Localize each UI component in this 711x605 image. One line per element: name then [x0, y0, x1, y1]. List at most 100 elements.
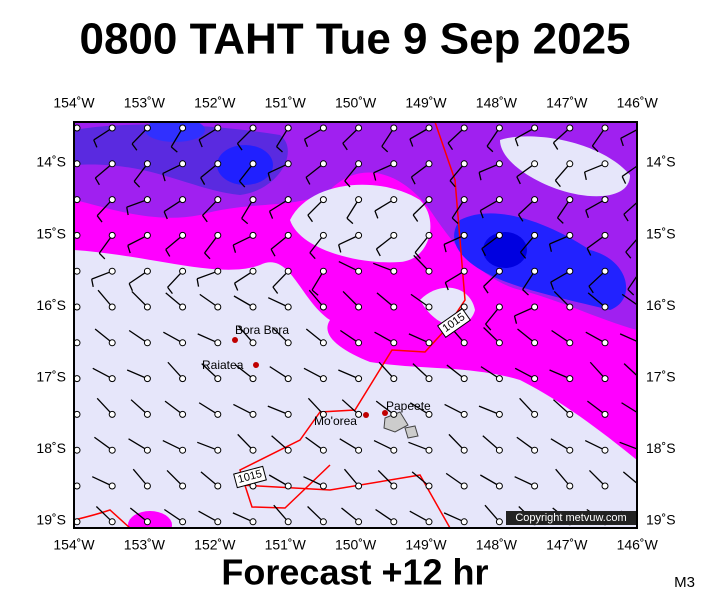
barb-flag [513, 315, 518, 324]
barb-flag [344, 180, 351, 188]
barb-station [179, 375, 187, 383]
barb-staff [483, 327, 500, 344]
barb-staff [275, 127, 289, 148]
barb-station [284, 446, 292, 454]
barb-staff [553, 399, 571, 415]
barb-station [390, 375, 398, 383]
barb-staff [480, 474, 500, 487]
barb-staff [234, 270, 254, 284]
barb-staff [170, 127, 184, 148]
barb-staff [128, 329, 148, 344]
barb-station [425, 303, 433, 311]
barb-flag [625, 251, 632, 259]
barb-flag [233, 282, 239, 291]
barb-flag [591, 145, 599, 153]
barb-staff [273, 504, 289, 523]
barb-staff [305, 436, 324, 451]
barb-flag [586, 248, 592, 256]
barb-staff [167, 270, 184, 288]
barb-staff [554, 163, 571, 181]
barb-staff [375, 400, 395, 415]
barb-station [143, 410, 151, 418]
barb-station [495, 160, 503, 168]
barb-staff [236, 127, 254, 145]
barb-staff [198, 402, 219, 415]
barb-station [390, 231, 398, 239]
lon-label-top: 154˚W [53, 95, 95, 111]
barb-station [319, 375, 327, 383]
barb-staff [269, 366, 289, 380]
barb-station [284, 410, 292, 418]
barb-staff [627, 274, 637, 290]
barb-staff [131, 290, 148, 308]
barb-station [601, 375, 609, 383]
barb-station [319, 267, 327, 275]
barb-staff [163, 199, 183, 213]
barb-staff [408, 333, 430, 344]
barb-staff [200, 163, 219, 179]
barb-staff [94, 436, 113, 451]
barb-station [390, 160, 398, 168]
barb-station [355, 160, 363, 168]
barb-staff [514, 306, 535, 317]
barb-staff [374, 331, 395, 344]
lat-label-right: 19˚S [646, 512, 676, 528]
barb-station [495, 410, 503, 418]
barb-station [284, 267, 292, 275]
barb-station [355, 375, 363, 383]
lon-label-bottom: 149˚W [405, 537, 447, 553]
barb-station [179, 124, 187, 132]
lat-label-left: 17˚S [36, 369, 66, 385]
barb-flag [270, 248, 276, 257]
copyright: Copyright metvuw.com [515, 512, 626, 524]
barb-flag [373, 172, 377, 181]
barb-station [284, 339, 292, 347]
barb-staff [451, 199, 465, 219]
barb-station [284, 124, 292, 132]
barb-staff [585, 199, 606, 211]
barb-station [460, 160, 468, 168]
barb-station [284, 482, 292, 490]
barb-staff [409, 510, 430, 523]
barb-station [601, 267, 609, 275]
barb-flag [91, 278, 94, 288]
barb-flag [375, 248, 381, 257]
barb-staff [625, 238, 637, 253]
barb-staff [586, 234, 606, 249]
barb-staff [549, 369, 571, 380]
barb-station [284, 231, 292, 239]
barb-station [601, 196, 609, 204]
lat-label-right: 15˚S [646, 225, 676, 241]
barb-station [566, 303, 574, 311]
barb-station [319, 339, 327, 347]
barb-station [249, 518, 257, 526]
lat-label-left: 14˚S [36, 154, 66, 170]
barb-station [319, 124, 327, 132]
barb-station [531, 375, 539, 383]
barb-staff [267, 163, 289, 174]
barb-station [249, 196, 257, 204]
wind-barbs [74, 124, 637, 526]
barb-staff [408, 441, 430, 451]
lon-label-bottom: 153˚W [124, 537, 166, 553]
barb-flag [516, 176, 521, 185]
barb-flag [126, 207, 129, 216]
barb-station [460, 518, 468, 526]
barb-station [636, 162, 637, 166]
barb-station [179, 410, 187, 418]
barb-station [355, 303, 363, 311]
barb-station [249, 124, 257, 132]
lat-label-right: 18˚S [646, 440, 676, 456]
barb-staff [623, 363, 637, 377]
barb-station [179, 303, 187, 311]
barb-staff [238, 325, 254, 344]
lon-label-top: 153˚W [124, 95, 166, 111]
barb-station [495, 231, 503, 239]
barb-station [74, 518, 81, 526]
barb-flag [449, 180, 456, 188]
barb-flag [309, 252, 316, 260]
barb-staff [411, 163, 430, 178]
barb-flag [443, 244, 447, 253]
barb-staff [478, 405, 500, 416]
